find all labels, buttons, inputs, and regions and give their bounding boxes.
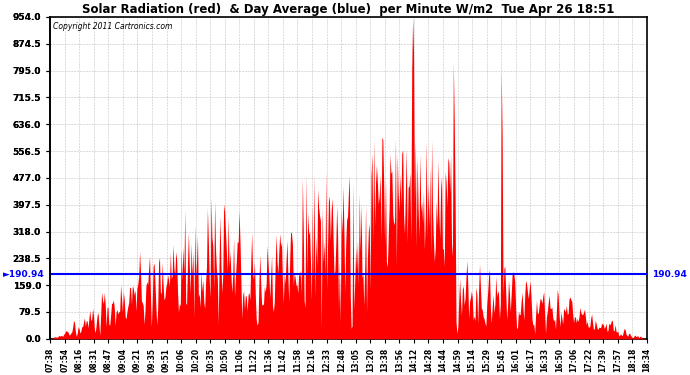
Title: Solar Radiation (red)  & Day Average (blue)  per Minute W/m2  Tue Apr 26 18:51: Solar Radiation (red) & Day Average (blu… xyxy=(82,3,615,16)
Text: Copyright 2011 Cartronics.com: Copyright 2011 Cartronics.com xyxy=(53,22,172,31)
Text: ►190.94: ►190.94 xyxy=(3,270,45,279)
Text: 190.94: 190.94 xyxy=(652,270,687,279)
